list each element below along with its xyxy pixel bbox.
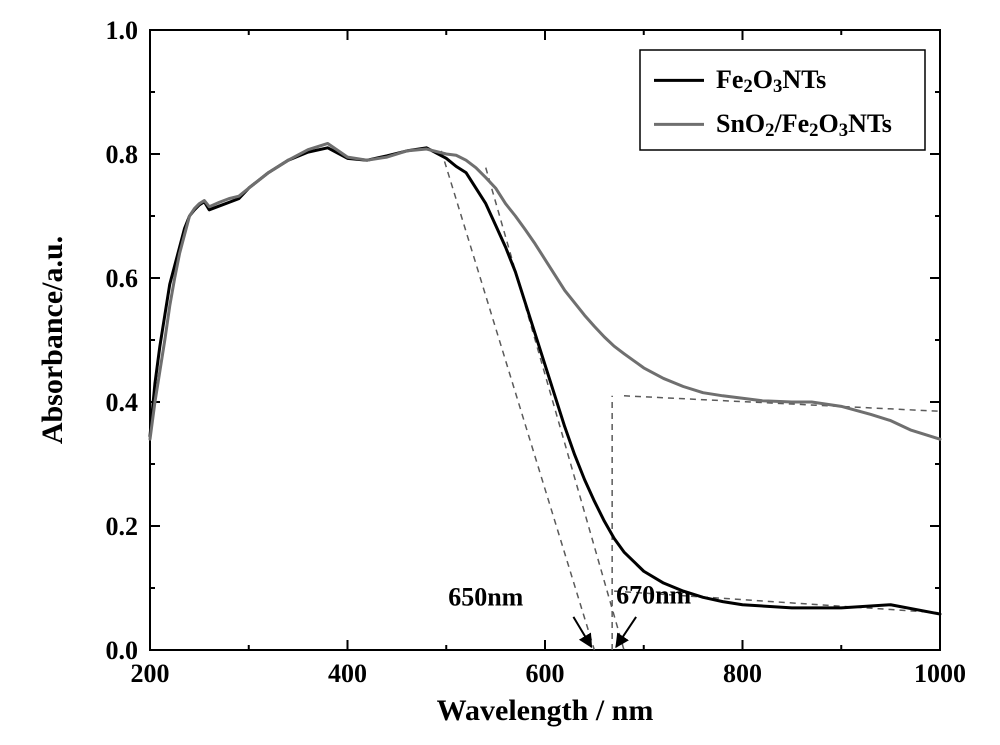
y-tick-label: 0.0 — [106, 636, 139, 665]
absorbance-chart: 20040060080010000.00.20.40.60.81.0650nm6… — [0, 0, 1000, 745]
annotation-label: 670nm — [616, 581, 691, 610]
x-tick-label: 800 — [723, 659, 762, 688]
y-tick-label: 1.0 — [106, 16, 139, 45]
x-tick-label: 600 — [526, 659, 565, 688]
legend-label: Fe2O3NTs — [716, 65, 826, 97]
x-tick-label: 1000 — [914, 659, 966, 688]
y-tick-label: 0.6 — [106, 264, 139, 293]
x-axis-label: Wavelength / nm — [437, 694, 654, 727]
y-tick-label: 0.8 — [106, 140, 139, 169]
y-axis-label: Absorbance/a.u. — [36, 236, 69, 444]
legend-label: SnO2/Fe2O3NTs — [716, 109, 892, 141]
y-tick-label: 0.4 — [106, 388, 139, 417]
x-tick-label: 400 — [328, 659, 367, 688]
chart-svg: 20040060080010000.00.20.40.60.81.0650nm6… — [0, 0, 1000, 745]
annotation-label: 650nm — [448, 582, 523, 611]
y-tick-label: 0.2 — [106, 512, 139, 541]
